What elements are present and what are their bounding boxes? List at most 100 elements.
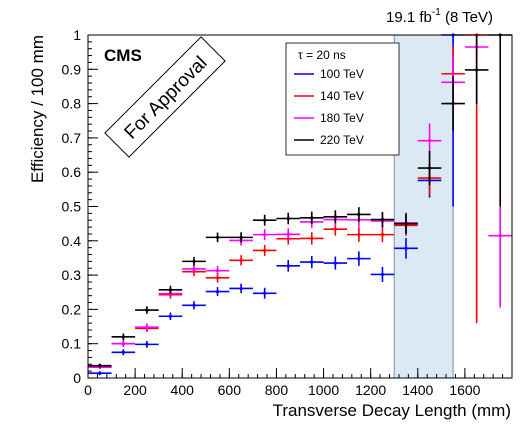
cms-label: CMS — [104, 46, 142, 65]
legend-entry-label: 220 TeV — [320, 133, 364, 147]
data-point-marker — [168, 314, 173, 318]
y-tick-label: 1 — [73, 27, 81, 43]
data-point — [370, 211, 395, 228]
data-point — [229, 283, 253, 294]
x-axis-label: Transverse Decay Length (mm) — [273, 401, 511, 420]
data-point — [488, 33, 512, 207]
data-point-marker — [451, 102, 455, 106]
x-tick-label: 800 — [265, 382, 289, 398]
data-point-marker — [168, 288, 173, 292]
data-point-marker — [357, 233, 361, 237]
data-point-marker — [215, 269, 220, 273]
data-point-marker — [404, 222, 408, 226]
data-point — [135, 340, 159, 348]
data-point-marker — [121, 335, 125, 339]
data-point — [135, 323, 159, 332]
data-point — [370, 266, 395, 282]
data-point-marker — [427, 139, 432, 143]
data-point-marker — [380, 217, 385, 222]
data-point-marker — [98, 364, 102, 368]
data-point-marker — [310, 260, 314, 264]
data-point — [300, 211, 324, 224]
data-point-marker — [239, 235, 243, 239]
data-point — [300, 232, 324, 245]
data-point-marker — [145, 308, 149, 312]
y-tick-label: 0.3 — [62, 267, 82, 283]
x-tick-label: 200 — [123, 382, 147, 398]
legend-entry-label: 180 TeV — [320, 111, 364, 125]
legend-box — [285, 42, 400, 156]
data-point-marker — [380, 272, 385, 277]
data-point — [347, 251, 371, 266]
data-point-marker — [357, 257, 361, 261]
legend-title: τ = 20 ns — [298, 48, 346, 62]
x-tick-label: 600 — [218, 382, 242, 398]
data-point — [441, 76, 465, 132]
x-tick-label: 400 — [171, 382, 195, 398]
data-point — [417, 150, 442, 186]
data-point — [182, 301, 206, 310]
data-point — [205, 265, 230, 276]
data-point — [252, 244, 277, 256]
data-point-marker — [380, 233, 385, 237]
data-point — [394, 213, 418, 234]
data-point — [158, 312, 183, 321]
legend: τ = 20 ns 100 TeV 140 TeV 180 TeV 220 TeV — [285, 42, 400, 156]
data-point-marker — [145, 342, 149, 346]
x-tick-label: 0 — [84, 382, 92, 398]
data-point — [276, 260, 300, 272]
data-point-marker — [239, 258, 243, 262]
data-point-marker — [98, 371, 102, 375]
data-point-marker — [404, 246, 408, 250]
data-point — [347, 227, 371, 242]
data-point-marker — [286, 216, 290, 221]
data-point — [347, 207, 371, 222]
data-point — [88, 363, 112, 368]
x-tick-label: 1600 — [449, 382, 480, 398]
data-point — [276, 228, 300, 241]
excluded-region-band — [393, 34, 454, 379]
data-point-marker — [192, 267, 196, 271]
data-point — [229, 232, 253, 243]
data-point — [111, 349, 136, 356]
y-tick-label: 0.5 — [62, 199, 82, 215]
data-point-marker — [286, 232, 290, 236]
data-point-marker — [121, 350, 125, 354]
data-point-marker — [427, 166, 432, 170]
y-tick-label: 0.9 — [62, 61, 82, 77]
data-point — [135, 306, 159, 314]
data-point — [370, 227, 395, 243]
data-point-marker — [263, 248, 267, 253]
y-tick-label: 0.1 — [62, 336, 82, 352]
series-220-tev — [88, 33, 512, 368]
data-point — [323, 256, 348, 270]
y-tick-label: 0.2 — [62, 301, 82, 317]
data-point-marker — [357, 212, 361, 216]
data-point-marker — [215, 235, 220, 239]
approval-stamp-box — [104, 36, 226, 158]
data-point-marker — [121, 342, 125, 346]
x-tick-label: 1000 — [308, 382, 339, 398]
lumi-label: 19.1 fb-1 (8 TeV) — [386, 7, 493, 26]
data-point-marker — [215, 276, 220, 280]
y-tick-label: 0.7 — [62, 130, 82, 146]
data-point-marker — [333, 261, 337, 265]
x-tick-label: 1200 — [355, 382, 386, 398]
legend-entry-label: 140 TeV — [320, 89, 364, 103]
data-point-marker — [192, 259, 196, 263]
x-tick-label: 1400 — [402, 382, 433, 398]
data-point — [464, 35, 489, 105]
y-axis-label: Efficiency / 100 mm — [28, 35, 47, 183]
y-tick-label: 0.8 — [62, 96, 82, 112]
data-point-marker — [145, 325, 149, 329]
y-tick-label: 0 — [73, 370, 81, 386]
data-point-marker — [310, 236, 314, 240]
data-point — [252, 214, 277, 226]
data-point — [182, 256, 206, 266]
data-point-marker — [333, 227, 337, 231]
data-point — [323, 210, 348, 224]
legend-entry-label: 100 TeV — [320, 67, 364, 81]
data-point-marker — [263, 233, 267, 237]
data-point — [276, 212, 300, 225]
